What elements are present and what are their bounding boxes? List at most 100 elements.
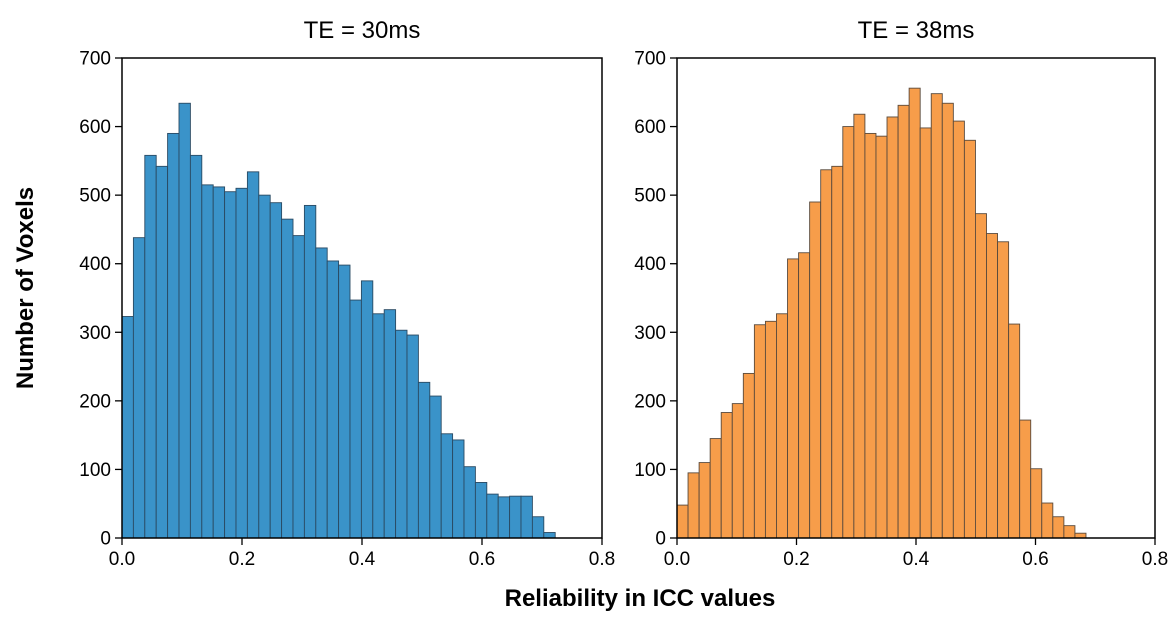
y-tick-label: 600 <box>634 117 666 138</box>
histogram-panel-te38: TE = 38ms 0 100 200 300 400 500 600 700 0.0 0.2 0.4… <box>634 17 1168 570</box>
histogram-bar <box>952 120 965 539</box>
x-tick-label: 0.6 <box>1022 549 1048 570</box>
y-tick-label: 200 <box>79 391 111 412</box>
histogram-bar <box>520 495 533 539</box>
x-tick-label: 0.0 <box>664 549 690 570</box>
histogram-bar <box>1052 516 1065 539</box>
x-tick-label: 0.4 <box>903 549 930 570</box>
histogram-bar <box>975 213 987 539</box>
histogram-bar <box>178 102 191 539</box>
histogram-bar <box>997 241 1010 539</box>
histogram-bar <box>897 104 910 539</box>
histogram-bar <box>395 329 408 539</box>
histogram-bar <box>144 154 157 539</box>
histogram-bar <box>269 202 283 539</box>
histogram-bar <box>292 235 305 539</box>
histogram-bar <box>1030 468 1043 539</box>
y-tick-label: 700 <box>634 49 666 70</box>
x-tick-label: 0.0 <box>109 549 135 570</box>
bars-te38 <box>676 87 1087 539</box>
x-tick-label: 0.8 <box>1142 549 1168 570</box>
histogram-bar <box>1019 419 1032 539</box>
histogram-bar <box>326 260 340 539</box>
histogram-bar <box>121 316 134 539</box>
histogram-bar <box>189 154 203 539</box>
histogram-bar <box>303 204 317 539</box>
panel-title: TE = 38ms <box>858 17 975 44</box>
x-tick-label: 0.2 <box>229 549 255 570</box>
histogram-bar <box>919 127 932 539</box>
histogram-bar <box>809 201 822 539</box>
histogram-bar <box>201 184 214 539</box>
histogram-bar <box>315 247 328 539</box>
histogram-bar <box>281 218 294 539</box>
x-tick-label: 0.4 <box>349 549 376 570</box>
y-tick-label: 0 <box>655 529 666 550</box>
histogram-bar <box>417 381 431 539</box>
y-tick-label: 300 <box>79 323 111 344</box>
y-tick-label: 600 <box>79 117 111 138</box>
y-tick-label: 200 <box>634 391 666 412</box>
histogram-bar <box>1063 525 1076 539</box>
x-tick-label: 0.6 <box>469 549 495 570</box>
histogram-bar <box>463 466 476 539</box>
y-axis-title: Number of Voxels <box>12 187 39 389</box>
histogram-bar <box>820 169 833 539</box>
y-tick-label: 500 <box>79 186 111 207</box>
histogram-bar <box>720 412 733 539</box>
histogram-bar <box>853 113 866 539</box>
histogram-bar <box>406 334 419 539</box>
histogram-bar <box>886 116 899 539</box>
histogram-bar <box>440 433 454 539</box>
histogram-bar <box>676 504 689 539</box>
panel-title: TE = 30ms <box>304 17 421 44</box>
histogram-bar <box>132 237 146 539</box>
histogram-panel-te30: TE = 30ms 0 100 200 300 400 500 600 700 0.0 0.2 0.4… <box>79 17 615 570</box>
histogram-bar <box>543 532 556 539</box>
histogram-bar <box>798 252 811 539</box>
histogram-bar <box>474 482 488 539</box>
histogram-bar <box>258 194 271 539</box>
histogram-bar <box>875 135 888 539</box>
histogram-bar <box>167 132 180 539</box>
histogram-bar <box>235 187 248 539</box>
histogram-bar <box>429 395 442 539</box>
histogram-bar <box>497 496 511 539</box>
y-tick-label: 100 <box>79 460 111 481</box>
histogram-bar <box>509 495 522 539</box>
histogram-bar <box>687 472 700 539</box>
histogram-bar <box>753 324 766 539</box>
histogram-bar <box>787 258 800 539</box>
histogram-bar <box>908 87 921 539</box>
bars-te30 <box>121 102 556 539</box>
y-tick-label: 100 <box>634 460 666 481</box>
histogram-bar <box>930 93 943 539</box>
y-tick-label: 700 <box>79 49 111 70</box>
y-tick-label: 0 <box>100 529 111 550</box>
x-tick-label: 0.8 <box>589 549 615 570</box>
histogram-bar <box>452 439 465 539</box>
histogram-bar <box>831 165 844 539</box>
histogram-bar <box>360 280 374 539</box>
histogram-bar <box>531 516 545 539</box>
y-tick-label: 500 <box>634 186 666 207</box>
histogram-bar <box>742 372 755 539</box>
histogram-bar <box>764 320 777 539</box>
histogram-bar <box>372 313 385 539</box>
histogram-bar <box>698 462 711 539</box>
histogram-bar <box>941 102 954 539</box>
histogram-bar <box>224 191 237 539</box>
histogram-bar <box>963 139 976 539</box>
histogram-bar <box>864 132 877 539</box>
histogram-bar <box>349 299 362 539</box>
histogram-bar <box>155 165 169 539</box>
histogram-bar <box>1008 323 1021 539</box>
y-tick-label: 300 <box>634 323 666 344</box>
histogram-bar <box>246 171 260 539</box>
histogram-bar <box>776 313 788 539</box>
x-tick-label: 0.2 <box>783 549 809 570</box>
y-tick-label: 400 <box>634 254 666 275</box>
histogram-bar <box>986 233 999 539</box>
